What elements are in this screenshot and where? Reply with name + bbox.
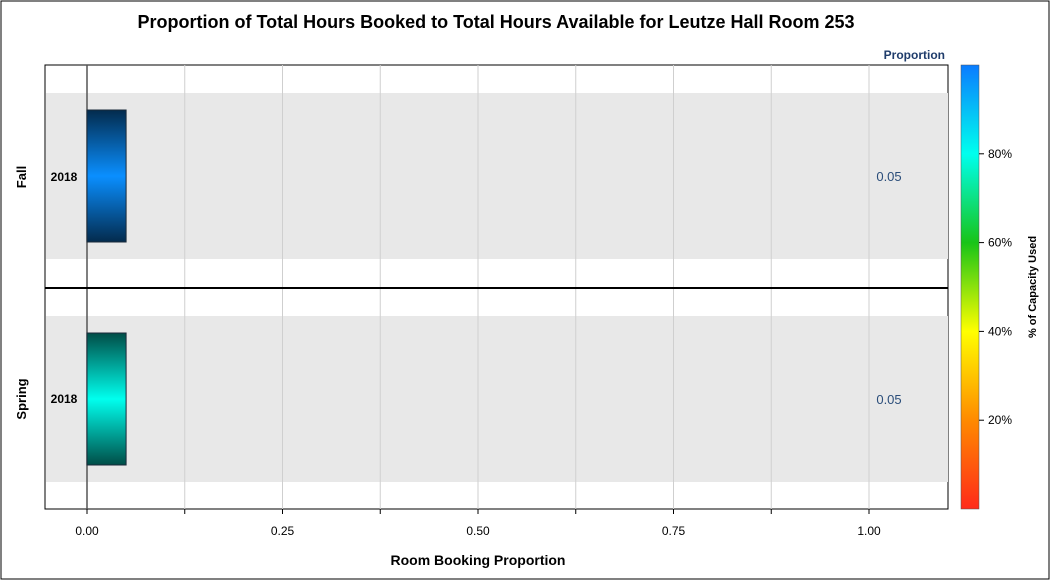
panel-label-fall: Fall [14,166,29,188]
color-legend-bar [960,64,980,510]
panel-band-spring [46,316,948,482]
legend-tick-label: 80% [988,147,1012,161]
x-tick-label: 0.50 [466,524,490,538]
x-tick-label: 0.75 [662,524,686,538]
panel-band-fall [46,93,948,259]
data-label-spring: 0.05 [876,392,901,407]
data-label-fall: 0.05 [876,169,901,184]
legend-title: Proportion [884,48,945,62]
bar-fall-2018 [86,109,127,243]
chart-title: Proportion of Total Hours Booked to Tota… [137,12,854,32]
legend-tick-label: 20% [988,413,1012,427]
legend-tick-label: 40% [988,324,1012,338]
x-axis-label: Room Booking Proportion [391,552,566,568]
x-axis-ticks: 0.00 0.25 0.50 0.75 1.00 [75,509,881,538]
x-tick-label: 1.00 [857,524,881,538]
row-label-fall-year: 2018 [51,170,78,184]
x-tick-label: 0.25 [271,524,295,538]
legend-tick-label: 60% [988,236,1012,250]
bars [86,109,127,466]
bar-spring-2018 [86,332,127,466]
x-tick-label: 0.00 [75,524,99,538]
legend-ticks: 20% 40% 60% 80% [979,147,1012,427]
row-label-spring-year: 2018 [51,392,78,406]
legend-axis-label: % of Capacity Used [1027,236,1039,338]
panel-bands [46,93,948,482]
panel-label-spring: Spring [14,378,29,419]
